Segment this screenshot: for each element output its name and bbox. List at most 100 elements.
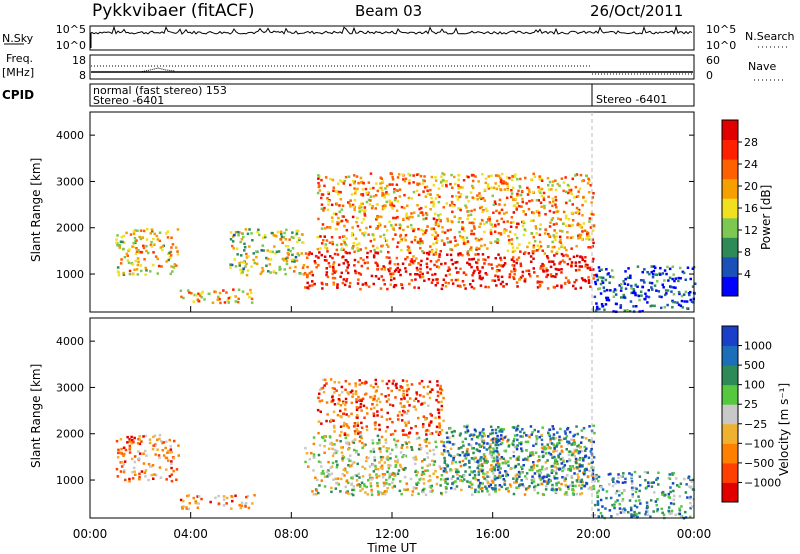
velocity-cell: [520, 441, 523, 444]
power-cell: [261, 244, 264, 247]
velocity-cell: [552, 489, 555, 492]
velocity-cell: [519, 442, 523, 446]
velocity-cell: [636, 515, 639, 519]
velocity-cell: [470, 483, 474, 486]
velocity-cell: [413, 458, 417, 461]
velocity-cell: [247, 506, 251, 510]
colorbar-tick-label: 16: [744, 202, 758, 215]
velocity-cell: [333, 403, 337, 406]
power-cell: [437, 214, 440, 217]
velocity-cell: [507, 490, 510, 493]
velocity-cell: [387, 398, 390, 401]
power-cell: [408, 251, 411, 254]
power-cell: [161, 248, 164, 252]
power-cell: [418, 207, 421, 211]
velocity-cell: [564, 477, 567, 481]
velocity-cell: [383, 484, 386, 487]
power-cell: [555, 210, 558, 213]
velocity-cell: [359, 431, 362, 434]
power-cell: [176, 228, 180, 231]
power-cell: [562, 189, 565, 193]
velocity-cell: [377, 397, 380, 401]
power-cell: [577, 190, 580, 193]
power-cell: [249, 291, 253, 295]
velocity-cell: [439, 467, 443, 470]
power-cell: [482, 196, 485, 200]
power-cell: [382, 265, 385, 268]
velocity-cell: [559, 427, 562, 431]
power-cell: [270, 231, 274, 235]
velocity-cell: [345, 413, 348, 416]
colorbar-tick-label: −1000: [744, 476, 781, 489]
velocity-cell: [494, 449, 497, 453]
power-cell: [248, 245, 251, 248]
velocity-cell: [432, 472, 435, 475]
power-cell: [380, 275, 383, 278]
velocity-cell: [560, 445, 563, 448]
power-cell: [376, 203, 379, 206]
velocity-cell: [480, 462, 484, 466]
power-cell: [434, 251, 438, 254]
colorbar-swatch: [722, 443, 738, 464]
power-cell: [553, 245, 556, 249]
power-cell: [471, 184, 474, 188]
velocity-cell: [633, 504, 637, 507]
velocity-cell: [445, 431, 449, 435]
velocity-cell: [591, 460, 594, 464]
power-cell: [316, 191, 320, 195]
power-cell: [417, 214, 420, 217]
velocity-cell: [122, 463, 125, 466]
velocity-cell: [356, 421, 359, 425]
power-cell: [378, 186, 382, 190]
power-cell: [135, 247, 138, 250]
power-cell: [463, 283, 466, 287]
velocity-cell: [457, 470, 460, 474]
velocity-cell: [410, 383, 414, 386]
velocity-cell: [579, 492, 582, 496]
velocity-cell: [478, 468, 481, 471]
power-cell: [622, 295, 626, 298]
velocity-cell: [566, 485, 570, 488]
velocity-cell: [376, 468, 380, 471]
velocity-cell: [115, 467, 119, 471]
velocity-cell: [317, 431, 320, 435]
power-cell: [515, 261, 518, 265]
velocity-cell: [593, 431, 596, 435]
power-cell: [560, 286, 563, 289]
velocity-cell: [475, 435, 479, 438]
velocity-cell: [429, 479, 432, 482]
velocity-cell: [617, 473, 620, 476]
velocity-cell: [490, 456, 494, 459]
velocity-cell: [410, 448, 414, 451]
power-cell: [476, 266, 479, 269]
velocity-cell: [515, 477, 519, 481]
velocity-cell: [594, 475, 598, 478]
velocity-cell: [564, 483, 567, 487]
power-cell: [511, 198, 515, 201]
velocity-cell: [370, 396, 373, 399]
power-cell: [395, 256, 399, 260]
power-cell: [453, 215, 456, 218]
power-cell: [337, 216, 340, 220]
velocity-cell: [612, 480, 615, 483]
velocity-cell: [483, 434, 487, 437]
power-cell: [374, 251, 377, 254]
power-cell: [497, 222, 500, 226]
velocity-cell: [582, 427, 586, 430]
power-cell: [666, 265, 669, 269]
velocity-cell: [374, 423, 377, 427]
power-cell: [169, 272, 172, 276]
velocity-cell: [411, 493, 414, 497]
velocity-cell: [422, 385, 426, 389]
velocity-cell: [646, 513, 649, 516]
power-cell: [298, 238, 301, 242]
velocity-cell: [395, 382, 398, 386]
velocity-cell: [566, 440, 569, 443]
power-cell: [554, 179, 557, 182]
velocity-cell: [464, 453, 468, 456]
power-cell: [225, 291, 228, 294]
power-cell: [453, 175, 456, 179]
power-cell: [132, 273, 135, 276]
velocity-cell: [408, 404, 411, 407]
power-cell: [467, 210, 470, 213]
